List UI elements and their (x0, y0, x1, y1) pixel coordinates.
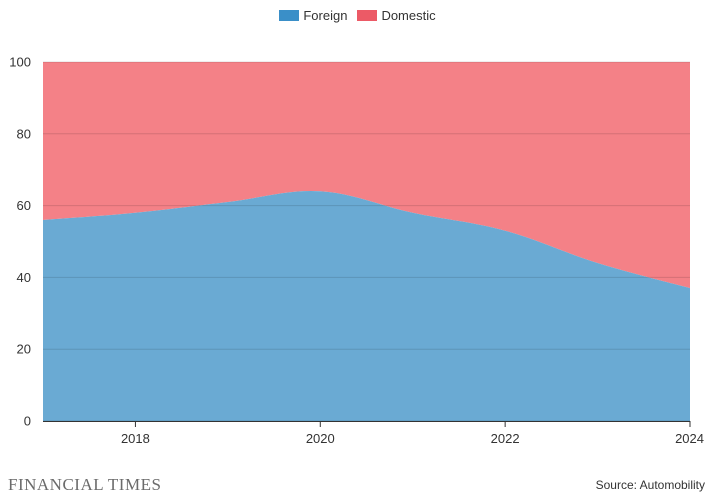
chart-legend: Foreign Domestic (0, 8, 715, 23)
y-tick-label-80: 80 (17, 126, 31, 141)
x-tick-label-2022: 2022 (491, 431, 520, 446)
legend-swatch-domestic (357, 10, 378, 21)
legend-label-foreign: Foreign (303, 8, 348, 23)
ft-logo: FINANCIAL TIMES (8, 475, 162, 494)
source-note: Source: Automobility (595, 478, 705, 492)
area-foreign (43, 190, 690, 421)
legend-label-domestic: Domestic (381, 8, 436, 23)
y-tick-label-0: 0 (24, 414, 31, 429)
y-tick-label-20: 20 (17, 342, 31, 357)
y-tick-label-60: 60 (17, 198, 31, 213)
legend-swatch-foreign (279, 10, 300, 21)
y-tick-label-100: 100 (9, 55, 31, 70)
area-domestic (43, 62, 690, 289)
x-tick-label-2024: 2024 (675, 431, 704, 446)
x-tick-label-2020: 2020 (306, 431, 335, 446)
legend-item-foreign[interactable]: Foreign (279, 8, 347, 23)
x-tick-label-2018: 2018 (121, 431, 150, 446)
legend-item-domestic[interactable]: Domestic (357, 8, 436, 23)
y-tick-label-40: 40 (17, 270, 31, 285)
